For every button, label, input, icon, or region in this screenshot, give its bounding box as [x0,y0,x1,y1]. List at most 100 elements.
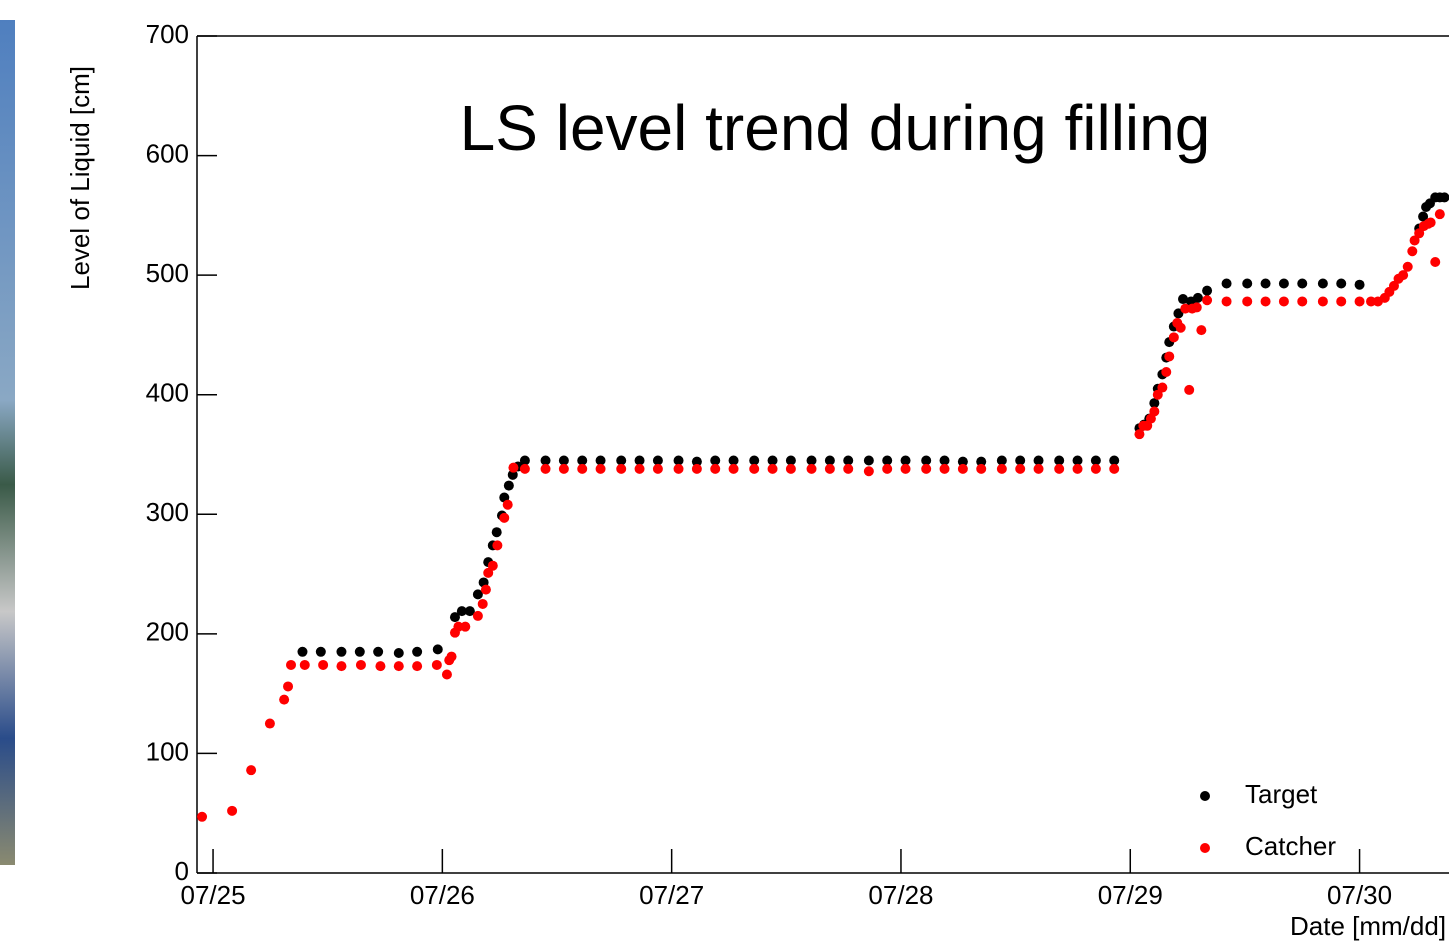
data-point [767,463,778,474]
legend-label: Catcher [1245,831,1336,861]
data-point [957,463,968,474]
data-point [1054,463,1065,474]
legend-marker [1200,843,1210,853]
data-point [1202,295,1213,306]
data-point [1407,246,1418,257]
data-point [863,466,874,477]
data-point [1109,463,1120,474]
data-point [286,659,297,670]
data-point [806,455,817,466]
data-point [1202,285,1213,296]
data-point [297,646,308,657]
data-point [1278,278,1289,289]
data-point [767,455,778,466]
data-point [464,606,475,617]
data-point [1168,332,1179,343]
data-point [1054,455,1065,466]
data-point [634,455,645,466]
data-point [1175,322,1186,333]
data-point [299,659,310,670]
legend-marker [1200,791,1210,801]
data-point [1242,296,1253,307]
data-point [1149,406,1160,417]
data-point [558,463,569,474]
data-point [673,463,684,474]
legend-label: Target [1245,779,1318,809]
data-point [441,669,452,680]
data-point [1149,398,1160,409]
data-point [503,480,514,491]
data-point [691,463,702,474]
y-tick-label: 300 [146,497,189,527]
data-point [1297,278,1308,289]
data-point [710,463,721,474]
photo-strip [0,20,15,865]
x-tick-label: 07/27 [639,880,704,910]
data-point [1439,192,1449,203]
data-point [412,661,423,672]
data-point [939,463,950,474]
data-point [279,694,290,705]
x-axis-label: Date [mm/dd] [1290,911,1446,941]
data-point [507,469,518,480]
data-point [634,463,645,474]
data-point [1180,303,1191,314]
data-point [882,455,893,466]
data-point [197,811,208,822]
data-point [432,644,443,655]
data-point [431,659,442,670]
x-tick-label: 07/29 [1098,880,1163,910]
data-point [1260,296,1271,307]
data-point [824,455,835,466]
data-point [1221,278,1232,289]
data-point [843,463,854,474]
data-point [1317,296,1328,307]
data-point [749,455,760,466]
data-point [616,463,627,474]
data-point [616,455,627,466]
data-point [1388,280,1399,291]
data-point [1336,296,1347,307]
data-point [540,455,551,466]
data-point [477,598,488,609]
y-tick-label: 400 [146,378,189,408]
data-point [824,463,835,474]
y-tick-label: 0 [175,856,189,886]
data-point [1354,279,1365,290]
data-point [336,661,347,672]
data-point [1157,382,1168,393]
data-point [491,527,502,538]
chart-title: LS level trend during filling [460,92,1211,164]
data-point [939,455,950,466]
data-point [558,455,569,466]
data-point [1409,235,1420,246]
data-point [487,560,498,571]
data-point [996,455,1007,466]
data-point [446,651,457,662]
data-point [843,455,854,466]
data-point [577,455,588,466]
data-point [246,765,257,776]
data-point [1192,292,1203,303]
data-point [227,805,238,816]
data-point [728,463,739,474]
data-point [1297,296,1308,307]
data-point [412,646,423,657]
data-point [976,463,987,474]
data-point [460,621,471,632]
data-point [921,455,932,466]
data-point [652,463,663,474]
data-point [1402,261,1413,272]
data-point [393,661,404,672]
data-point [1260,278,1271,289]
data-point [1015,455,1026,466]
data-point [315,646,326,657]
data-point [673,455,684,466]
data-point [519,463,530,474]
data-point [1221,296,1232,307]
data-point [1418,211,1429,222]
data-point [393,647,404,658]
data-point [472,589,483,600]
